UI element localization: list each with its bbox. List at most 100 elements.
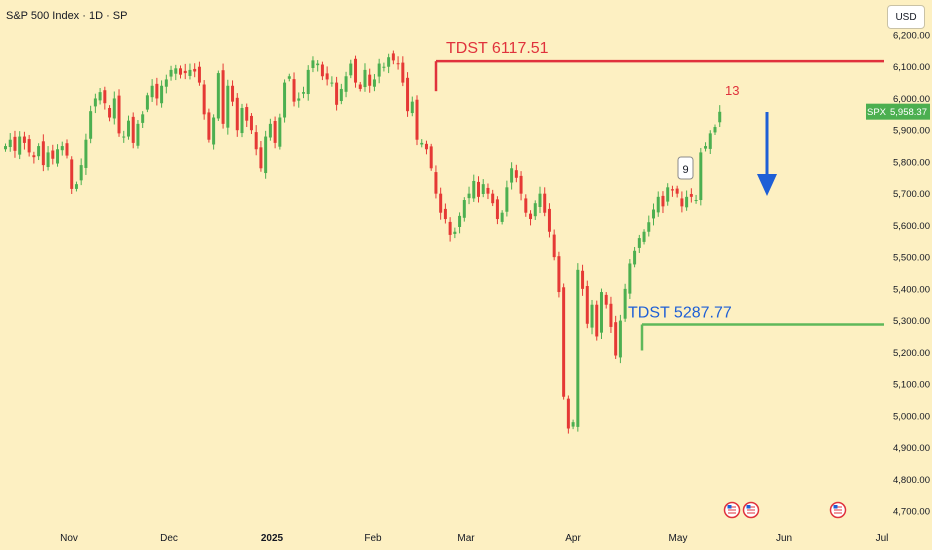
candle-body	[93, 98, 97, 107]
candle-body	[259, 147, 263, 169]
candle-body	[424, 143, 428, 150]
candle-body	[174, 68, 178, 74]
price-tick: 5,400.00	[893, 284, 930, 295]
candle-body	[675, 188, 679, 194]
currency-button[interactable]: USD	[887, 5, 925, 29]
time-tick: Jul	[876, 533, 889, 544]
candle-body	[477, 181, 480, 197]
price-tick: 5,200.00	[893, 348, 930, 359]
candle-body	[89, 111, 93, 139]
candle-body	[297, 98, 301, 101]
candle-body	[155, 83, 159, 99]
candle-body	[221, 70, 225, 124]
candle-body	[505, 187, 509, 212]
time-tick: Mar	[457, 533, 475, 544]
candle-body	[689, 193, 693, 197]
time-tick: May	[669, 533, 688, 544]
candle-body	[415, 99, 419, 140]
time-tick: Jun	[776, 533, 792, 544]
candle-body	[183, 70, 187, 74]
candle-body	[581, 270, 585, 289]
candle-body	[13, 136, 17, 151]
candle-body	[514, 170, 518, 178]
candle-body	[633, 250, 637, 265]
candle-body	[344, 76, 348, 92]
candle-body	[609, 303, 613, 327]
candle-body	[335, 82, 339, 105]
price-tick: 6,100.00	[893, 62, 930, 73]
price-tick: 5,300.00	[893, 316, 930, 327]
candle-body	[179, 68, 183, 75]
candle-body	[126, 120, 130, 137]
td-count-9: 9	[682, 164, 688, 176]
candle-body	[79, 165, 83, 181]
candle-body	[590, 304, 594, 328]
candle-body	[70, 159, 74, 189]
candle-body	[571, 422, 575, 427]
candle-body	[212, 117, 216, 145]
candle-body	[354, 58, 358, 83]
candle-body	[656, 196, 660, 213]
td-count-13: 13	[725, 83, 739, 98]
candle-body	[481, 184, 485, 194]
price-tick: 5,100.00	[893, 380, 930, 391]
candle-body	[623, 288, 627, 319]
price-tick: 4,700.00	[893, 507, 930, 518]
candle-body	[145, 95, 149, 110]
candle-body	[264, 136, 268, 174]
chart-title: S&P 500 Index · 1D · SP	[6, 10, 128, 22]
candle-body	[576, 269, 580, 427]
candle-body	[108, 107, 112, 118]
candle-body	[160, 85, 164, 104]
time-tick: Nov	[60, 533, 78, 544]
candle-body	[401, 62, 405, 83]
candle-body	[595, 304, 599, 337]
candle-body	[254, 132, 258, 150]
time-tick: Apr	[565, 533, 581, 544]
candle-body	[618, 320, 622, 358]
candle-body	[46, 152, 50, 168]
candle-body	[604, 294, 608, 305]
candle-body	[652, 209, 656, 219]
candle-body	[666, 187, 670, 202]
candle-body	[566, 398, 570, 429]
candle-body	[519, 175, 523, 194]
price-badge-symbol-bg	[866, 103, 887, 120]
price-tick: 5,800.00	[893, 157, 930, 168]
candle-body	[406, 77, 410, 112]
candle-body	[500, 212, 504, 222]
candle-body	[330, 82, 334, 84]
candle-body	[235, 97, 239, 131]
candle-body	[216, 73, 220, 119]
candle-body	[164, 79, 168, 87]
candle-body	[358, 84, 362, 89]
candle-body	[552, 234, 556, 258]
candle-body	[150, 85, 154, 98]
candle-body	[599, 292, 603, 333]
candle-body	[448, 221, 452, 235]
price-badge-value-bg	[887, 103, 930, 120]
time-axis[interactable]: Nov Dec 2025 Feb Mar Apr May Jun Jul	[60, 533, 888, 544]
candle-body	[245, 107, 249, 121]
candle-body	[510, 168, 514, 183]
event-flags[interactable]	[723, 501, 847, 519]
price-badge-symbol: SPX	[867, 107, 887, 118]
candle-body	[136, 123, 140, 146]
candle-body	[207, 112, 211, 140]
td-count-9-box	[677, 156, 694, 180]
price-axis[interactable]: 6,200.00 6,100.00 6,000.00 5,900.00 5,800.00…	[866, 31, 930, 518]
candle-body	[368, 74, 372, 86]
annotations: 13 9	[677, 83, 777, 196]
candle-body	[65, 143, 69, 156]
candle-body	[661, 195, 665, 207]
candles	[4, 50, 722, 434]
candle-body	[491, 193, 495, 204]
candle-body	[486, 187, 490, 194]
candle-body	[453, 231, 457, 234]
candle-body	[197, 66, 201, 83]
candle-body	[429, 146, 433, 169]
candle-body	[387, 57, 391, 67]
price-tick: 5,500.00	[893, 253, 930, 264]
candle-body	[193, 68, 197, 72]
